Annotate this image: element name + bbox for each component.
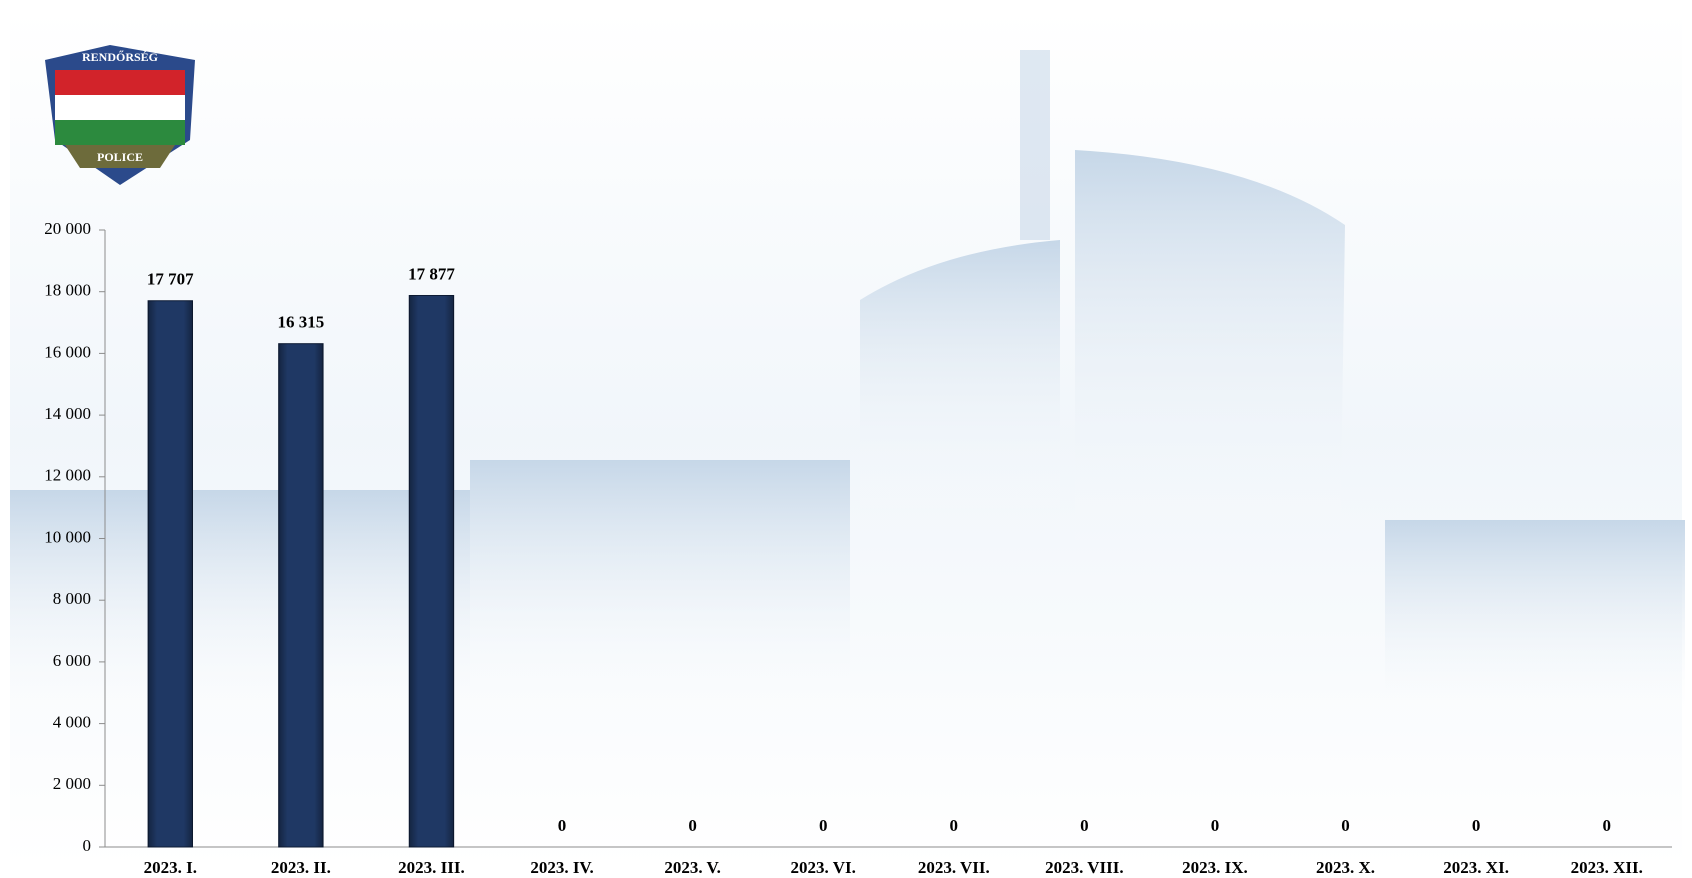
y-tick-label: 2 000 [53,774,91,793]
value-label: 0 [1211,816,1220,835]
x-tick-label: 2023. V. [664,858,721,877]
x-tick-label: 2023. II. [271,858,331,877]
y-tick-label: 12 000 [44,466,91,485]
y-tick-label: 0 [83,836,92,855]
y-tick-label: 16 000 [44,342,91,361]
background [10,10,1685,868]
x-tick-label: 2023. IV. [530,858,593,877]
value-label: 0 [1472,816,1481,835]
x-tick-label: 2023. XI. [1443,858,1509,877]
y-tick-label: 6 000 [53,651,91,670]
value-label: 16 315 [278,313,325,332]
y-tick-label: 18 000 [44,281,91,300]
value-label: 0 [688,816,697,835]
value-label: 0 [1341,816,1350,835]
x-tick-label: 2023. VI. [791,858,856,877]
bar-shade [148,300,193,848]
x-tick-label: 2023. X. [1316,858,1375,877]
y-tick-label: 20 000 [44,219,91,238]
logo: RENDŐRSÉG POLICE [45,45,195,185]
value-label: 17 707 [147,270,194,289]
x-tick-label: 2023. VIII. [1045,858,1124,877]
value-label: 0 [950,816,959,835]
x-tick-label: 2023. III. [398,858,465,877]
y-tick-label: 4 000 [53,713,91,732]
value-label: 0 [558,816,567,835]
bar-shade [278,343,324,847]
value-label: 0 [1080,816,1089,835]
x-tick-label: 2023. IX. [1182,858,1248,877]
logo-top-text: RENDŐRSÉG [82,49,158,64]
x-tick-label: 2023. XII. [1571,858,1643,877]
value-label: 0 [819,816,828,835]
y-tick-label: 10 000 [44,527,91,546]
y-tick-label: 14 000 [44,404,91,423]
value-label: 0 [1602,816,1611,835]
y-tick-label: 8 000 [53,589,91,608]
x-tick-label: 2023. VII. [918,858,990,877]
logo-bottom-text: POLICE [97,150,143,164]
value-label: 17 877 [408,264,455,283]
bar-shade [409,295,454,848]
x-tick-label: 2023. I. [144,858,197,877]
